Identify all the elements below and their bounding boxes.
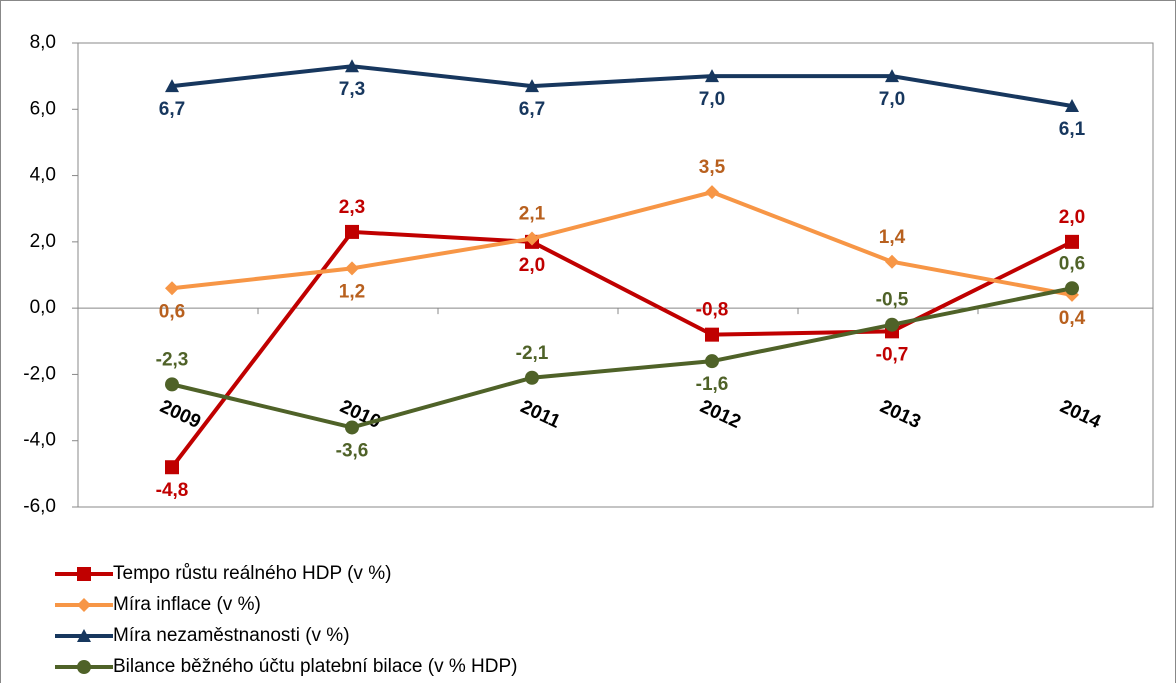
series-line bbox=[170, 229, 1073, 469]
data-label: 0,6 bbox=[1059, 253, 1085, 274]
data-label: 6,7 bbox=[159, 99, 185, 120]
data-label: 2,3 bbox=[339, 197, 365, 218]
marker bbox=[885, 254, 899, 269]
legend-label: Míra inflace (v %) bbox=[113, 594, 261, 615]
marker bbox=[705, 185, 719, 200]
x-tick-label: 2013 bbox=[877, 396, 924, 433]
marker bbox=[705, 354, 719, 369]
y-tick-label: -4,0 bbox=[23, 430, 56, 451]
legend-label: Tempo růstu reálného HDP (v %) bbox=[113, 563, 391, 584]
data-label: 0,6 bbox=[159, 301, 185, 322]
data-label: 7,0 bbox=[699, 89, 725, 110]
data-label: 6,1 bbox=[1059, 119, 1086, 140]
marker bbox=[77, 660, 91, 674]
marker bbox=[345, 59, 359, 73]
marker bbox=[165, 377, 179, 392]
legend-label: Bilance běžného účtu platební bilace (v … bbox=[113, 656, 518, 677]
marker bbox=[345, 420, 359, 435]
data-label: -3,6 bbox=[336, 440, 369, 461]
data-label: 1,2 bbox=[339, 281, 365, 302]
data-label: 2,0 bbox=[519, 255, 545, 276]
marker bbox=[1065, 98, 1079, 112]
data-label: -2,3 bbox=[156, 349, 189, 370]
data-label: -4,8 bbox=[156, 480, 189, 501]
marker bbox=[77, 598, 91, 612]
marker bbox=[165, 460, 179, 475]
marker bbox=[885, 69, 899, 83]
data-label: 2,0 bbox=[1059, 207, 1085, 228]
marker bbox=[1065, 234, 1079, 249]
x-tick-label: 2009 bbox=[157, 396, 204, 433]
y-tick-label: 0,0 bbox=[30, 297, 56, 318]
marker bbox=[705, 69, 719, 83]
data-label: 7,3 bbox=[339, 79, 365, 100]
marker bbox=[705, 327, 719, 342]
legend-label: Míra nezaměstnanosti (v %) bbox=[113, 625, 350, 646]
data-label: 2,1 bbox=[519, 204, 546, 225]
data-label: 6,7 bbox=[519, 99, 545, 120]
marker bbox=[165, 79, 179, 93]
y-tick-label: 8,0 bbox=[30, 32, 56, 53]
data-label: 3,5 bbox=[699, 157, 726, 178]
series-line bbox=[171, 190, 1073, 297]
data-label: 0,4 bbox=[1059, 308, 1086, 329]
marker bbox=[525, 79, 539, 93]
data-label: -0,8 bbox=[696, 300, 729, 321]
data-label: -2,1 bbox=[516, 343, 549, 364]
data-label: -1,6 bbox=[696, 374, 729, 395]
marker bbox=[345, 224, 359, 239]
series-line bbox=[171, 64, 1073, 108]
marker bbox=[77, 629, 91, 642]
y-tick-label: 4,0 bbox=[30, 165, 56, 186]
x-tick-label: 2012 bbox=[697, 396, 744, 433]
marker bbox=[345, 261, 359, 276]
marker bbox=[165, 281, 179, 296]
marker bbox=[525, 231, 539, 246]
marker bbox=[1065, 281, 1079, 296]
data-label: 1,4 bbox=[879, 227, 906, 248]
x-tick-label: 2014 bbox=[1057, 396, 1105, 433]
data-label: -0,7 bbox=[876, 344, 909, 365]
data-label: -0,5 bbox=[876, 290, 909, 311]
marker bbox=[525, 370, 539, 385]
y-tick-label: 2,0 bbox=[30, 231, 56, 252]
marker bbox=[77, 567, 91, 581]
y-tick-label: 6,0 bbox=[30, 98, 56, 119]
series-line bbox=[171, 286, 1073, 430]
x-tick-label: 2011 bbox=[517, 396, 564, 433]
y-tick-label: -2,0 bbox=[23, 363, 56, 384]
data-label: 7,0 bbox=[879, 89, 905, 110]
y-tick-label: -6,0 bbox=[23, 496, 56, 517]
plot-area bbox=[77, 42, 1154, 508]
marker bbox=[885, 317, 899, 332]
